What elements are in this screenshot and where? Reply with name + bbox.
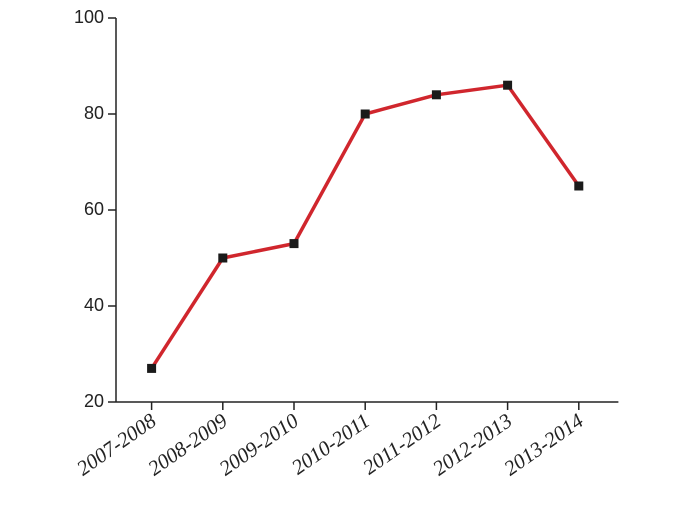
- point: [289, 239, 299, 249]
- point: [503, 80, 513, 90]
- y-tick-label: 80: [84, 103, 104, 123]
- y-tick-label: 40: [84, 295, 104, 315]
- line: [150, 83, 581, 370]
- x-tick-label: 2007-2008: [72, 408, 161, 480]
- y-tick-label: 100: [74, 7, 104, 27]
- point: [218, 253, 228, 263]
- y-tick-label: 60: [84, 199, 104, 219]
- x-tick-label: 2010-2011: [287, 408, 374, 479]
- point: [360, 109, 370, 119]
- x-tick-label: 2011-2012: [358, 408, 445, 479]
- point: [574, 181, 584, 191]
- x-tick-label: 2009-2010: [215, 408, 304, 480]
- point: [147, 363, 157, 373]
- x-tick-label: 2012-2013: [428, 408, 516, 480]
- x-tick-label: 2008-2009: [143, 408, 232, 480]
- x-tick-label: 2013-2014: [499, 408, 588, 480]
- point: [431, 90, 441, 100]
- y-tick-label: 20: [84, 391, 104, 411]
